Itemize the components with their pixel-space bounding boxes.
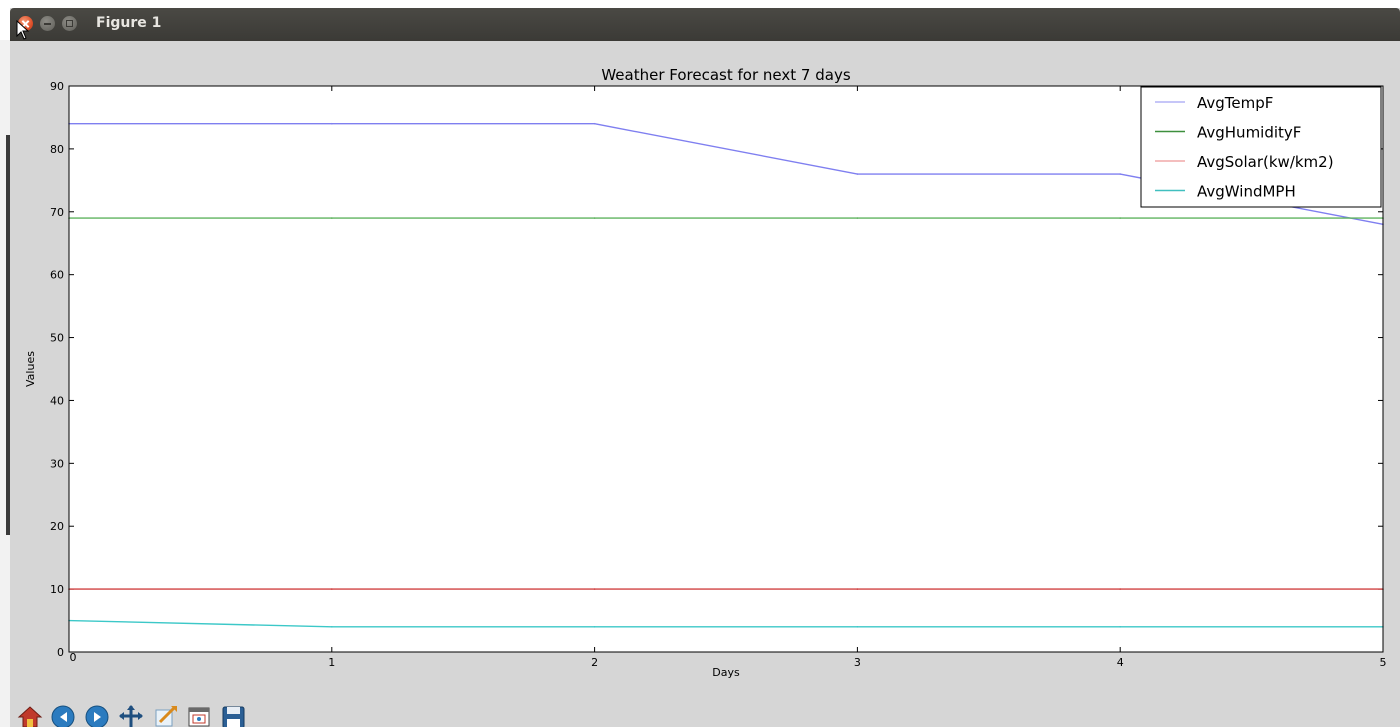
line-chart: Weather Forecast for next 7 days Days Valu… [10,41,1400,701]
x-axis-label: Days [712,666,740,679]
chart-title: Weather Forecast for next 7 days [601,66,850,84]
configure-subplots-button[interactable] [186,704,214,727]
series-point [856,217,859,219]
mouse-cursor-icon [16,20,30,40]
series-point [331,122,333,125]
y-tick-label: 20 [50,520,64,533]
series-point [856,588,859,590]
y-tick-label: 40 [50,394,64,407]
back-button[interactable] [50,704,78,727]
maximize-button[interactable] [62,16,77,31]
pan-button[interactable] [118,704,146,727]
legend-label: AvgTempF [1197,94,1273,112]
x-tick-label: 4 [1117,656,1124,669]
series-line [68,619,1383,628]
x-tick-label: 2 [591,656,598,669]
legend-label: AvgSolar(kw/km2) [1197,153,1334,171]
series-point [856,173,859,175]
zoom-button[interactable] [152,704,180,727]
figure-canvas[interactable]: Weather Forecast for next 7 days Days Valu… [10,41,1400,701]
y-tick-label: 70 [50,206,64,219]
figure-window: Figure 1 Weather Forecast for next 7 day… [10,8,1400,727]
y-tick-label: 90 [50,80,64,93]
save-icon [222,706,245,727]
home-button[interactable] [16,704,44,727]
configure-subplots-icon [188,707,210,727]
navigation-toolbar [10,701,1400,727]
x-tick-label: 0 [70,651,77,664]
series-point [593,588,596,590]
pan-icon [119,705,143,727]
y-tick-label: 50 [50,332,64,345]
minimize-button[interactable] [40,16,55,31]
window-title: Figure 1 [96,15,162,31]
forward-icon [85,705,109,727]
series-point [593,122,596,125]
series-point [1119,217,1121,219]
series-point [593,626,596,628]
series-point [856,626,859,628]
forward-button[interactable] [84,704,112,727]
y-tick-label: 30 [50,457,64,470]
home-icon [17,706,43,727]
series-point [1119,588,1121,590]
y-tick-label: 60 [50,269,64,282]
title-bar[interactable]: Figure 1 [10,8,1400,41]
series-point [1119,173,1121,175]
legend-label: AvgWindMPH [1197,183,1296,201]
series-point [593,217,596,219]
x-tick-label: 1 [328,656,335,669]
y-tick-label: 10 [50,583,64,596]
series-point [331,588,333,590]
series-point [331,626,333,628]
save-button[interactable] [220,704,248,727]
x-tick-label: 5 [1380,656,1387,669]
series-point [1119,626,1121,628]
zoom-icon [155,706,177,727]
x-tick-label: 3 [854,656,861,669]
desktop-edge [0,40,10,727]
y-tick-label: 80 [50,143,64,156]
back-icon [51,705,75,727]
y-axis-label: Values [24,351,37,387]
y-tick-label: 0 [57,646,64,659]
legend-box [1140,86,1382,208]
axes-frame [68,85,1384,653]
series-point [331,217,333,219]
legend-label: AvgHumidityF [1197,124,1301,142]
